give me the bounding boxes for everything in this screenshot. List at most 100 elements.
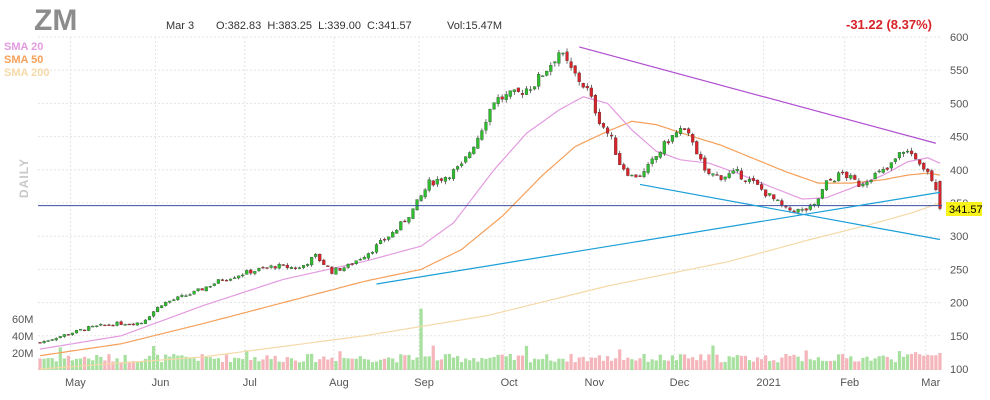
volume-bar (650, 359, 654, 370)
sma-50-line (39, 120, 941, 357)
candle-body (650, 158, 654, 164)
volume-bar (342, 357, 346, 370)
volume-bar (609, 360, 614, 370)
candle-body (719, 175, 723, 180)
candle-body (626, 168, 630, 176)
volume-bar (184, 356, 188, 370)
candle-body (533, 86, 537, 90)
volume-bar (561, 358, 565, 370)
candle-body (196, 288, 200, 291)
candle-body (383, 239, 387, 241)
volume-bar (415, 357, 419, 370)
candle-body (366, 253, 370, 259)
candle-body (127, 323, 131, 326)
candle-body (66, 334, 70, 336)
volume-bar (869, 360, 873, 370)
volume-bar (934, 355, 938, 370)
y-tick-label: 150 (950, 331, 968, 343)
volume-bar (565, 361, 569, 370)
volume-bar (687, 358, 691, 370)
price-axis: 600550500450400350300250200150100 (950, 32, 968, 376)
volume-bar (715, 354, 719, 370)
x-tick-label: Feb (840, 377, 859, 389)
candle-body (176, 296, 180, 300)
volume-bar (208, 357, 212, 370)
candle-body (58, 336, 62, 339)
volume-bar (447, 353, 452, 370)
volume-bar (330, 357, 334, 370)
volume-bar (180, 355, 184, 370)
volume-bar (212, 358, 216, 370)
x-tick-label: Dec (670, 377, 690, 389)
volume-bar (147, 355, 152, 370)
volume-bar (695, 360, 699, 370)
candle-body (314, 254, 318, 257)
candle-body (796, 209, 800, 213)
volume-bar (678, 354, 683, 370)
candle-body (447, 177, 452, 180)
volume-bar (930, 355, 934, 370)
volume-bar (265, 355, 269, 370)
volume-bar (638, 358, 642, 370)
volume-bar (873, 358, 877, 370)
volume-bar (374, 361, 379, 370)
volume-bar (492, 356, 496, 370)
candle-body (496, 97, 500, 105)
volume-bar (431, 345, 435, 370)
candle-body (910, 150, 914, 155)
volume-bar (443, 354, 448, 370)
volume-bar (614, 358, 618, 370)
gridlines (38, 36, 942, 370)
candle-body (849, 175, 853, 179)
candle-body (350, 263, 354, 265)
candle-body (662, 141, 666, 155)
candle-body (310, 256, 314, 266)
candle-body (824, 180, 829, 191)
candle-body (156, 306, 160, 313)
candle-body (764, 189, 768, 197)
candle-body (208, 286, 212, 288)
volume-bar (691, 357, 695, 370)
volume-bar (439, 359, 443, 370)
candle-body (265, 267, 269, 269)
volume-bar (277, 361, 281, 370)
candle-body (476, 137, 480, 149)
candle-body (374, 244, 379, 253)
x-tick-label: Oct (501, 377, 518, 389)
volume-bar (626, 357, 630, 370)
candle-body (180, 294, 184, 297)
candle-body (204, 286, 208, 292)
volume-bar (338, 351, 342, 370)
volume-bar (747, 360, 752, 370)
candle-body (330, 266, 334, 274)
volume-bar (289, 358, 293, 370)
volume-bar (699, 354, 703, 370)
candle-body (715, 174, 719, 176)
volume-bar (285, 357, 289, 370)
y-tick-label: 600 (950, 32, 968, 44)
candle-body (508, 90, 512, 97)
volume-bar (350, 358, 354, 370)
volume-bar (776, 362, 780, 370)
header-date: Mar 3 (166, 20, 194, 32)
candle-body (200, 288, 204, 291)
volume-bar (370, 362, 375, 370)
volume-bar (127, 361, 131, 370)
volume-bar (87, 358, 91, 370)
volume-bar (135, 361, 139, 370)
candle-body (784, 206, 788, 208)
candle-body (593, 95, 597, 114)
volume-bar (273, 355, 277, 370)
candle-body (54, 338, 58, 341)
candle-body (861, 183, 865, 187)
volume-bar (654, 360, 658, 370)
candle-body (703, 157, 707, 171)
candle-body (192, 290, 196, 295)
candle-body (545, 70, 549, 76)
candle-body (630, 174, 634, 177)
volume-bar (378, 359, 383, 370)
volume-bar (480, 357, 484, 370)
candle-body (220, 279, 225, 281)
x-tick-label: May (65, 377, 86, 389)
